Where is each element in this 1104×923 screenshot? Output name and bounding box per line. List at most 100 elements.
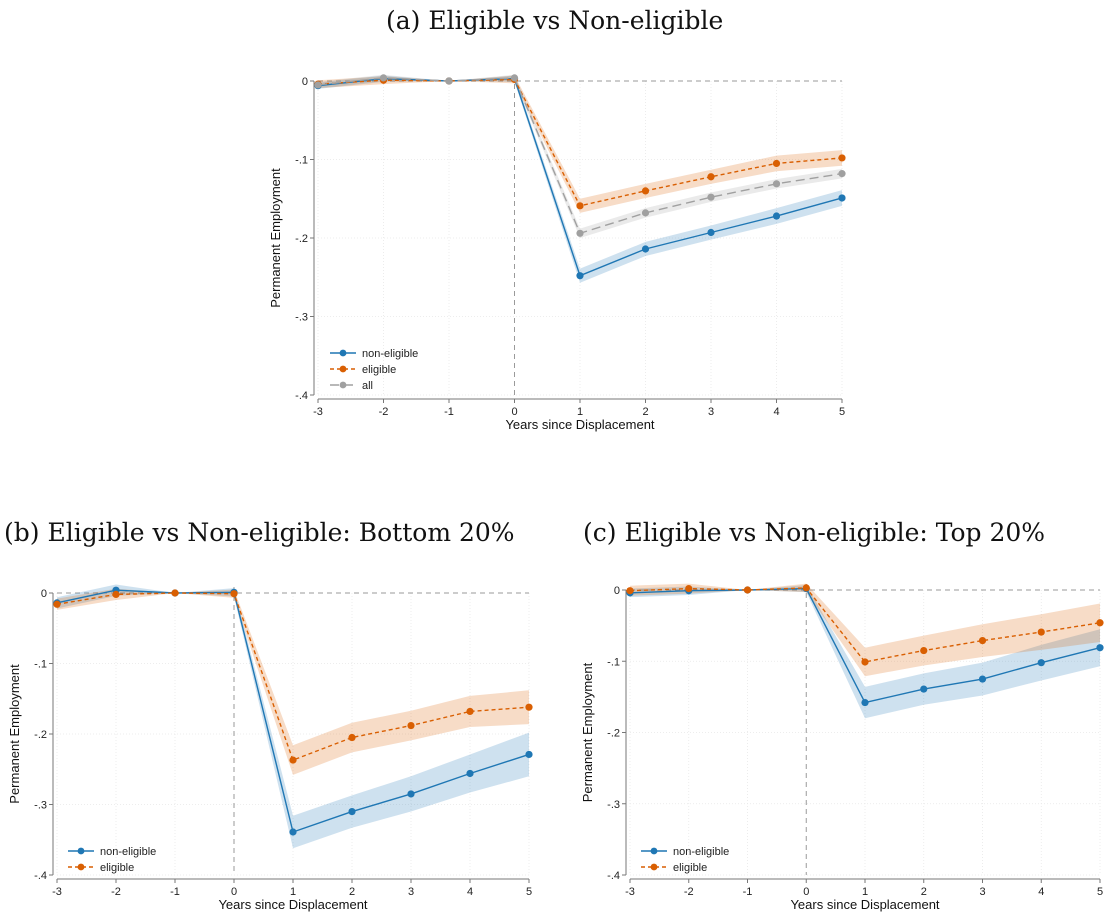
- data-point-eligible: [112, 590, 120, 599]
- x-axis-title: Years since Displacement: [790, 897, 939, 912]
- data-point-non-eligible: [348, 807, 356, 816]
- x-tick-label: 1: [577, 406, 583, 418]
- legend-label-eligible: eligible: [673, 862, 707, 874]
- data-point-eligible: [626, 587, 634, 595]
- legend-marker-non-eligible: [650, 847, 658, 855]
- data-point-eligible: [289, 756, 297, 764]
- x-tick-label: 0: [231, 886, 237, 898]
- y-tick-label: -.4: [34, 870, 47, 882]
- x-tick-label: -3: [625, 886, 635, 898]
- x-tick-label: -3: [313, 406, 323, 418]
- data-point-eligible: [861, 658, 869, 666]
- x-axis-title: Years since Displacement: [505, 417, 654, 432]
- data-point-eligible: [685, 584, 693, 593]
- data-point-non-eligible: [1096, 644, 1104, 652]
- x-tick-label: 4: [1038, 886, 1044, 898]
- y-tick-label: -.2: [607, 728, 620, 740]
- data-point-eligible: [348, 733, 356, 742]
- x-tick-label: 4: [467, 886, 473, 898]
- data-point-non-eligible: [861, 698, 869, 707]
- data-point-eligible: [641, 187, 650, 195]
- x-tick-label: 1: [862, 886, 868, 898]
- data-point-eligible: [466, 707, 474, 716]
- x-tick-label: 0: [803, 886, 809, 898]
- ci-band-eligible: [630, 583, 1100, 677]
- y-tick-label: -.3: [607, 799, 620, 811]
- data-point-all: [510, 74, 519, 82]
- x-tick-label: 2: [642, 406, 648, 418]
- data-point-eligible: [407, 721, 415, 730]
- data-point-non-eligible: [838, 194, 846, 202]
- legend-label-non-eligible: non-eligible: [362, 348, 418, 360]
- data-point-all: [838, 170, 846, 178]
- y-tick-label: -.3: [34, 800, 47, 812]
- chart-b: 0 -.1 -.2 -.3 -.4 -3 -2 -1 0 1 2 3 4 5 Years since Dis…: [7, 584, 533, 912]
- data-point-all: [379, 74, 388, 82]
- ci-band-eligible: [57, 588, 529, 775]
- legend-marker-eligible: [77, 863, 85, 871]
- x-tick-label: 2: [349, 886, 355, 898]
- chart-c: 0 -.1 -.2 -.3 -.4 -3 -2 -1 0 1 2 3 4 5 Years since Dis…: [580, 583, 1104, 912]
- data-point-eligible: [838, 154, 846, 162]
- data-point-eligible: [978, 636, 987, 645]
- data-point-eligible: [53, 600, 61, 608]
- x-tick-label: -2: [111, 886, 121, 898]
- y-tick-label: -.1: [607, 656, 620, 668]
- x-tick-label: 3: [408, 886, 414, 898]
- x-tick-label: 2: [921, 886, 927, 898]
- data-point-eligible: [576, 202, 584, 210]
- legend-label-non-eligible: non-eligible: [673, 846, 729, 858]
- y-tick-label: 0: [302, 76, 308, 88]
- data-point-non-eligible: [289, 828, 297, 836]
- panel-c-title: (c) Eligible vs Non-eligible: Top 20%: [583, 518, 1046, 547]
- panel-b-title: (b) Eligible vs Non-eligible: Bottom 20%: [4, 518, 515, 547]
- data-point-non-eligible: [1037, 659, 1045, 667]
- x-axis-title: Years since Displacement: [218, 897, 367, 912]
- data-point-eligible: [707, 173, 715, 181]
- legend-label-eligible: eligible: [362, 364, 396, 376]
- x-tick-label: -2: [379, 406, 389, 418]
- legend-marker-non-eligible: [77, 847, 85, 855]
- legend-label-all: all: [362, 380, 373, 392]
- series-line-eligible: [56, 592, 530, 761]
- data-point-non-eligible: [407, 790, 415, 798]
- x-tick-label: 5: [1097, 886, 1103, 898]
- y-tick-label: -.3: [295, 312, 308, 324]
- data-point-eligible: [1037, 628, 1045, 636]
- data-point-eligible: [772, 159, 781, 168]
- chart-a: 0 -.1 -.2 -.3 -.4 -3 -2 -1 0 1 2 3 4 5 Years since Dis…: [268, 74, 846, 432]
- data-point-non-eligible: [920, 685, 928, 693]
- panel-a-title: (a) Eligible vs Non-eligible: [386, 6, 724, 35]
- y-tick-label: -.2: [295, 233, 308, 245]
- legend-label-eligible: eligible: [100, 862, 134, 874]
- x-tick-label: -1: [743, 886, 753, 898]
- legend-marker-eligible: [650, 863, 658, 871]
- x-tick-label: 3: [979, 886, 985, 898]
- y-tick-label: -.4: [295, 390, 308, 402]
- x-tick-label: 1: [290, 886, 296, 898]
- ci-band-non-eligible: [57, 584, 529, 849]
- y-axis-title: Permanent Employment: [580, 662, 595, 802]
- x-tick-label: 5: [839, 406, 845, 418]
- x-tick-label: -3: [52, 886, 62, 898]
- y-axis-title: Permanent Employment: [7, 664, 22, 804]
- data-point-non-eligible: [978, 675, 987, 683]
- y-tick-label: -.1: [295, 155, 308, 167]
- data-point-all: [314, 81, 322, 89]
- x-tick-label: -2: [684, 886, 694, 898]
- y-tick-label: -.1: [34, 659, 47, 671]
- data-point-eligible: [743, 586, 752, 594]
- ci-band-non-eligible: [318, 75, 842, 283]
- data-point-non-eligible: [707, 228, 715, 237]
- series-line-eligible: [629, 587, 1101, 663]
- x-tick-label: 3: [708, 406, 714, 418]
- legend-marker-eligible: [339, 365, 347, 373]
- data-point-eligible: [1096, 619, 1104, 627]
- y-tick-label: -.2: [34, 729, 47, 741]
- legend-marker-all: [339, 381, 347, 389]
- data-point-non-eligible: [772, 212, 781, 220]
- y-tick-label: -.4: [607, 870, 620, 882]
- y-tick-label: 0: [41, 588, 47, 600]
- x-tick-label: -1: [444, 406, 454, 418]
